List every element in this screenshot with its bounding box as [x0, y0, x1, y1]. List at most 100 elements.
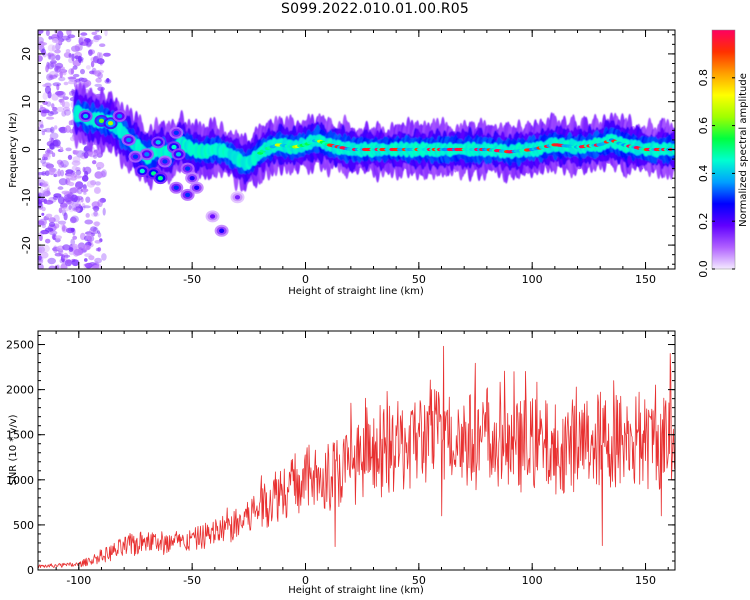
noise-cell — [56, 83, 60, 91]
y-tick-label: -10 — [20, 188, 33, 206]
noise-cell — [51, 152, 56, 157]
colorbar-tick-label: 0.4 — [697, 165, 710, 183]
snr-y-axis-label: SNR (10 * v/v) — [8, 414, 19, 485]
noise-cell — [65, 49, 71, 53]
noise-cell — [62, 164, 67, 168]
noise-cell — [65, 37, 72, 43]
noise-cell — [68, 57, 74, 64]
noise-cell — [38, 246, 46, 253]
noise-cell — [41, 244, 50, 253]
noise-cell — [93, 186, 101, 194]
noise-cell — [61, 110, 67, 117]
noise-cell — [40, 159, 47, 164]
noise-cell — [95, 181, 101, 186]
x-tick-label: -100 — [66, 273, 91, 286]
noise-cell — [38, 30, 44, 35]
noise-cell — [71, 243, 79, 250]
noise-cell — [45, 30, 50, 37]
noise-cell — [38, 191, 42, 197]
noise-cell — [40, 129, 48, 133]
noise-cell — [48, 35, 52, 40]
blob-core — [157, 175, 164, 181]
noise-cell — [65, 171, 75, 177]
noise-cell — [93, 205, 100, 212]
noise-cell — [63, 254, 71, 258]
noise-cell — [54, 171, 62, 177]
noise-cell — [54, 252, 63, 257]
noise-cell — [80, 77, 88, 83]
noise-cell — [67, 76, 77, 80]
spectrogram-noise-cloud — [38, 30, 112, 269]
noise-cell — [41, 130, 46, 136]
snr-x-axis-label: Height of straight line (km) — [288, 585, 424, 596]
noise-cell — [60, 160, 69, 168]
noise-cell — [69, 216, 77, 224]
noise-cell — [60, 263, 68, 269]
x-tick-label: 150 — [635, 574, 656, 587]
noise-cell — [90, 226, 97, 232]
noise-cell — [68, 247, 74, 252]
noise-cell — [60, 169, 65, 177]
noise-cell — [106, 78, 110, 83]
noise-cell — [86, 233, 93, 241]
noise-cell — [83, 191, 87, 195]
noise-cell — [75, 78, 81, 83]
noise-cell — [84, 258, 88, 262]
colorbar: 0.0 0.2 0.4 0.6 0.8 Normalized spectral ampl… — [697, 29, 749, 278]
noise-cell — [83, 151, 89, 159]
noise-cell — [41, 223, 46, 229]
noise-cell — [70, 68, 74, 75]
colorbar-tick-label: 0.2 — [697, 212, 710, 230]
snr-frame — [37, 330, 676, 571]
noise-cell — [49, 132, 59, 140]
noise-cell — [48, 265, 56, 269]
x-tick-label: 0 — [302, 273, 309, 286]
noise-cell — [40, 251, 49, 259]
noise-cell — [42, 92, 49, 100]
noise-cell — [41, 109, 50, 114]
noise-cell — [38, 55, 43, 62]
noise-cell — [68, 181, 75, 187]
noise-cell — [38, 255, 42, 261]
noise-cell — [63, 109, 71, 116]
noise-cell — [57, 168, 61, 177]
y-tick-label: 1500 — [6, 429, 34, 442]
noise-cell — [63, 252, 69, 260]
noise-cell — [44, 85, 52, 94]
noise-cell — [44, 170, 50, 176]
noise-cell — [72, 207, 81, 212]
noise-cell — [53, 173, 58, 178]
noise-cell — [71, 259, 80, 267]
noise-cell — [89, 70, 95, 75]
noise-cell — [51, 38, 59, 44]
noise-cell — [74, 55, 80, 60]
noise-cell — [50, 58, 57, 66]
noise-cell — [38, 247, 42, 255]
noise-cell — [71, 53, 75, 62]
noise-cell — [52, 234, 57, 240]
y-tick-label: 0 — [20, 146, 33, 153]
noise-cell — [73, 196, 81, 203]
chart-title: S099.2022.010.01.00.R05 — [281, 1, 469, 17]
noise-cell — [103, 52, 111, 57]
noise-cell — [57, 220, 67, 225]
noise-cell — [51, 33, 57, 38]
noise-cell — [48, 221, 56, 227]
noise-cell — [46, 101, 52, 107]
noise-cell — [48, 167, 55, 176]
noise-cell — [40, 124, 44, 129]
noise-cell — [80, 188, 89, 193]
noise-cell — [86, 180, 96, 188]
noise-cell — [72, 186, 81, 191]
noise-cell — [68, 68, 75, 75]
noise-cell — [101, 253, 107, 261]
noise-cell — [40, 187, 44, 194]
noise-cell — [67, 34, 76, 39]
noise-cell — [73, 248, 83, 256]
noise-cell — [61, 99, 65, 108]
noise-cell — [80, 32, 88, 36]
noise-cell — [73, 202, 80, 207]
noise-cell — [84, 262, 93, 269]
noise-cell — [97, 232, 102, 238]
